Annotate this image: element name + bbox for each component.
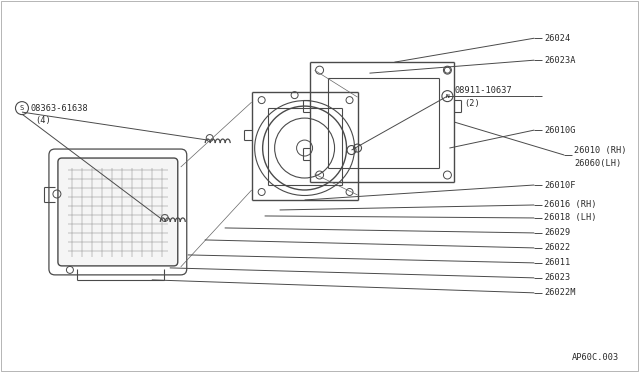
Text: 26023: 26023	[544, 273, 570, 282]
Text: 26060(LH): 26060(LH)	[574, 158, 621, 167]
Text: 26024: 26024	[544, 34, 570, 43]
Text: 26029: 26029	[544, 228, 570, 237]
Circle shape	[15, 102, 28, 115]
Text: 26010F: 26010F	[544, 180, 576, 189]
Circle shape	[442, 91, 453, 102]
Text: N: N	[445, 94, 449, 99]
Text: 26011: 26011	[544, 259, 570, 267]
Text: 26018 (LH): 26018 (LH)	[544, 214, 596, 222]
Text: 26016 (RH): 26016 (RH)	[544, 201, 596, 209]
Text: 26010G: 26010G	[544, 126, 576, 135]
Text: 08363-61638: 08363-61638	[31, 104, 89, 113]
FancyBboxPatch shape	[58, 158, 178, 266]
Text: AP60C.003: AP60C.003	[572, 353, 619, 362]
Text: 08911-10637: 08911-10637	[454, 86, 512, 94]
Text: 26022: 26022	[544, 243, 570, 253]
Text: 26023A: 26023A	[544, 56, 576, 65]
Text: (2): (2)	[465, 99, 480, 108]
Text: 26022M: 26022M	[544, 288, 576, 297]
Text: S: S	[20, 105, 24, 111]
Text: 26010 (RH): 26010 (RH)	[574, 145, 627, 154]
Text: (4): (4)	[35, 116, 51, 125]
